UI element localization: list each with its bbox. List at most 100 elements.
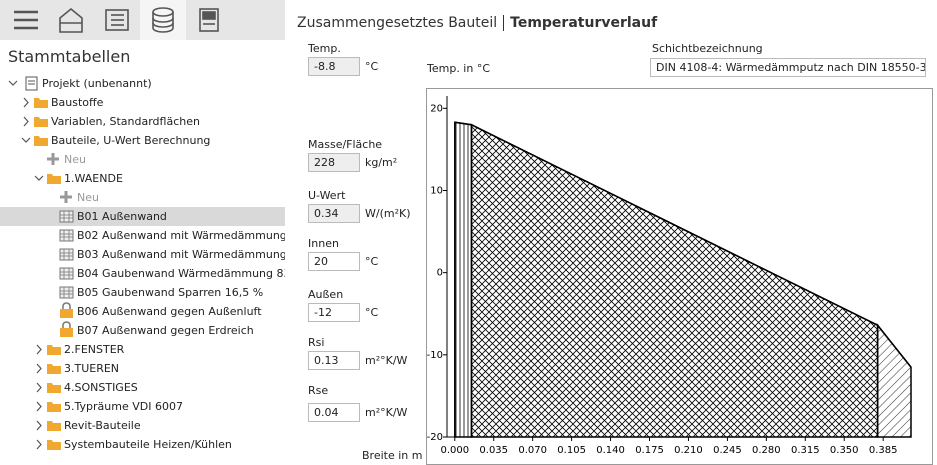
tree-icon bbox=[34, 136, 48, 146]
field-unit: m²°K/W bbox=[365, 406, 408, 419]
expander[interactable] bbox=[34, 340, 44, 359]
field-unit: °C bbox=[365, 306, 379, 319]
title: Zusammengesetztes Bauteil bbox=[297, 15, 498, 31]
tree-item[interactable]: Projekt (unbenannt) bbox=[0, 74, 285, 93]
x-tick-label: 0.175 bbox=[635, 445, 664, 456]
tree-label: B02 Außenwand mit Wärmedämmung (M bbox=[77, 229, 285, 242]
x-tick-label: 0.105 bbox=[557, 445, 586, 456]
tree-item[interactable]: 4.SONSTIGES bbox=[0, 378, 285, 397]
tree-label: Variablen, Standardflächen bbox=[51, 115, 200, 128]
tree-icon bbox=[60, 191, 72, 203]
tree-item[interactable]: Neu bbox=[0, 188, 285, 207]
x-tick-label: 0.070 bbox=[518, 445, 547, 456]
tree-icon bbox=[59, 210, 74, 223]
tree-label: 2.FENSTER bbox=[64, 343, 125, 356]
tree-item[interactable]: Revit-Bauteile bbox=[0, 416, 285, 435]
tree-item[interactable]: B02 Außenwand mit Wärmedämmung (M bbox=[0, 226, 285, 245]
tree-item[interactable]: Systembauteile Heizen/Kühlen bbox=[0, 435, 285, 454]
tree-icon bbox=[47, 345, 61, 355]
tree-icon bbox=[34, 117, 48, 127]
tree-item[interactable]: 2.FENSTER bbox=[0, 340, 285, 359]
expander[interactable] bbox=[21, 112, 31, 131]
tree-item[interactable]: Variablen, Standardflächen bbox=[0, 112, 285, 131]
x-tick-label: 0.385 bbox=[869, 445, 898, 456]
x-tick-label: 0.140 bbox=[596, 445, 625, 456]
tree-item[interactable]: B05 Gaubenwand Sparren 16,5 % bbox=[0, 283, 285, 302]
tree-icon bbox=[34, 98, 48, 108]
field-value[interactable]: 0.04 bbox=[308, 403, 360, 422]
tree-item[interactable]: Neu bbox=[0, 150, 285, 169]
tree-icon bbox=[59, 286, 74, 299]
tree-item[interactable]: 1.WAENDE bbox=[0, 169, 285, 188]
field-value: -8.8 bbox=[308, 57, 360, 76]
tree-label: B04 Gaubenwand Wärmedämmung 83,5 bbox=[77, 267, 285, 280]
expander[interactable] bbox=[21, 131, 31, 150]
tree-item[interactable]: B04 Gaubenwand Wärmedämmung 83,5 bbox=[0, 264, 285, 283]
tree-icon bbox=[47, 421, 61, 431]
toolbar bbox=[0, 0, 285, 40]
sidebar-title: Stammtabellen bbox=[8, 47, 131, 66]
temperature-line bbox=[454, 121, 912, 368]
tree-item[interactable]: 3.TUEREN bbox=[0, 359, 285, 378]
x-tick-label: 0.035 bbox=[479, 445, 508, 456]
tree-item[interactable]: B01 Außenwand bbox=[0, 207, 285, 226]
expander[interactable] bbox=[34, 169, 44, 188]
field-unit: m²°K/W bbox=[365, 354, 408, 367]
expander[interactable] bbox=[8, 74, 18, 93]
y-tick-label: -10 bbox=[427, 350, 443, 361]
x-tick-label: 0.245 bbox=[713, 445, 742, 456]
y-tick-label: 0 bbox=[437, 268, 443, 279]
field-label: Temp. bbox=[308, 42, 341, 55]
field-unit: kg/m² bbox=[365, 156, 398, 169]
field-label: U-Wert bbox=[308, 189, 346, 202]
tree-item[interactable]: 5.Typräume VDI 6007 bbox=[0, 397, 285, 416]
tree-icon bbox=[47, 364, 61, 374]
tree-item[interactable]: Baustoffe bbox=[0, 93, 285, 112]
field-unit: °C bbox=[365, 255, 379, 268]
tree-item[interactable]: B07 Außenwand gegen Erdreich bbox=[0, 321, 285, 340]
x-tick-label: 0.210 bbox=[674, 445, 703, 456]
tree-label: Systembauteile Heizen/Kühlen bbox=[64, 438, 232, 451]
tree-icon bbox=[60, 302, 73, 318]
expander[interactable] bbox=[34, 416, 44, 435]
tree-icon bbox=[59, 248, 74, 261]
field-value[interactable]: 0.13 bbox=[308, 351, 360, 370]
expander[interactable] bbox=[34, 397, 44, 416]
field-unit: °C bbox=[365, 60, 379, 73]
tree-item[interactable]: B06 Außenwand gegen Außenluft bbox=[0, 302, 285, 321]
x-tick-label: 0.315 bbox=[791, 445, 820, 456]
layer-name-field[interactable]: DIN 4108-4: Wärmedämmputz nach DIN 18550… bbox=[650, 58, 926, 77]
tree-label: B07 Außenwand gegen Erdreich bbox=[77, 324, 254, 337]
tree-icon bbox=[60, 321, 73, 337]
tree-label: 4.SONSTIGES bbox=[64, 381, 138, 394]
tree-label: 5.Typräume VDI 6007 bbox=[64, 400, 183, 413]
tree-item[interactable]: Bauteile, U-Wert Berechnung bbox=[0, 131, 285, 150]
chart: -20 -10 0 10 20 0.000 0.035 0.070 0.105 0.140 0.17… bbox=[426, 88, 933, 465]
tree-label: B03 Außenwand mit Wärmedämmung (T bbox=[77, 248, 285, 261]
panel-title: Zusammengesetztes Bauteil Temperaturverla… bbox=[297, 15, 657, 31]
x-tick-label: 0.000 bbox=[440, 445, 469, 456]
tree-icon bbox=[47, 174, 61, 184]
field-value[interactable]: -12 bbox=[308, 303, 360, 322]
tree-icon bbox=[47, 440, 61, 450]
tree-label: Baustoffe bbox=[51, 96, 104, 109]
tree-icon bbox=[59, 229, 74, 242]
y-tick-label: -20 bbox=[427, 432, 443, 443]
expander[interactable] bbox=[21, 93, 31, 112]
tree-label: Neu bbox=[77, 191, 99, 204]
x-axis-label: Breite in m bbox=[362, 449, 423, 462]
tree-icon bbox=[47, 153, 59, 165]
tree-icon bbox=[47, 383, 61, 393]
x-tick-label: 0.280 bbox=[752, 445, 781, 456]
expander[interactable] bbox=[34, 435, 44, 454]
tree-label: B05 Gaubenwand Sparren 16,5 % bbox=[77, 286, 264, 299]
tree-label: Neu bbox=[64, 153, 86, 166]
tree-icon bbox=[59, 267, 74, 280]
tree-label: 3.TUEREN bbox=[64, 362, 120, 375]
expander[interactable] bbox=[34, 378, 44, 397]
field-value: 228 bbox=[308, 153, 360, 172]
expander[interactable] bbox=[34, 359, 44, 378]
field-value[interactable]: 20 bbox=[308, 252, 360, 271]
tree-item[interactable]: B03 Außenwand mit Wärmedämmung (T bbox=[0, 245, 285, 264]
